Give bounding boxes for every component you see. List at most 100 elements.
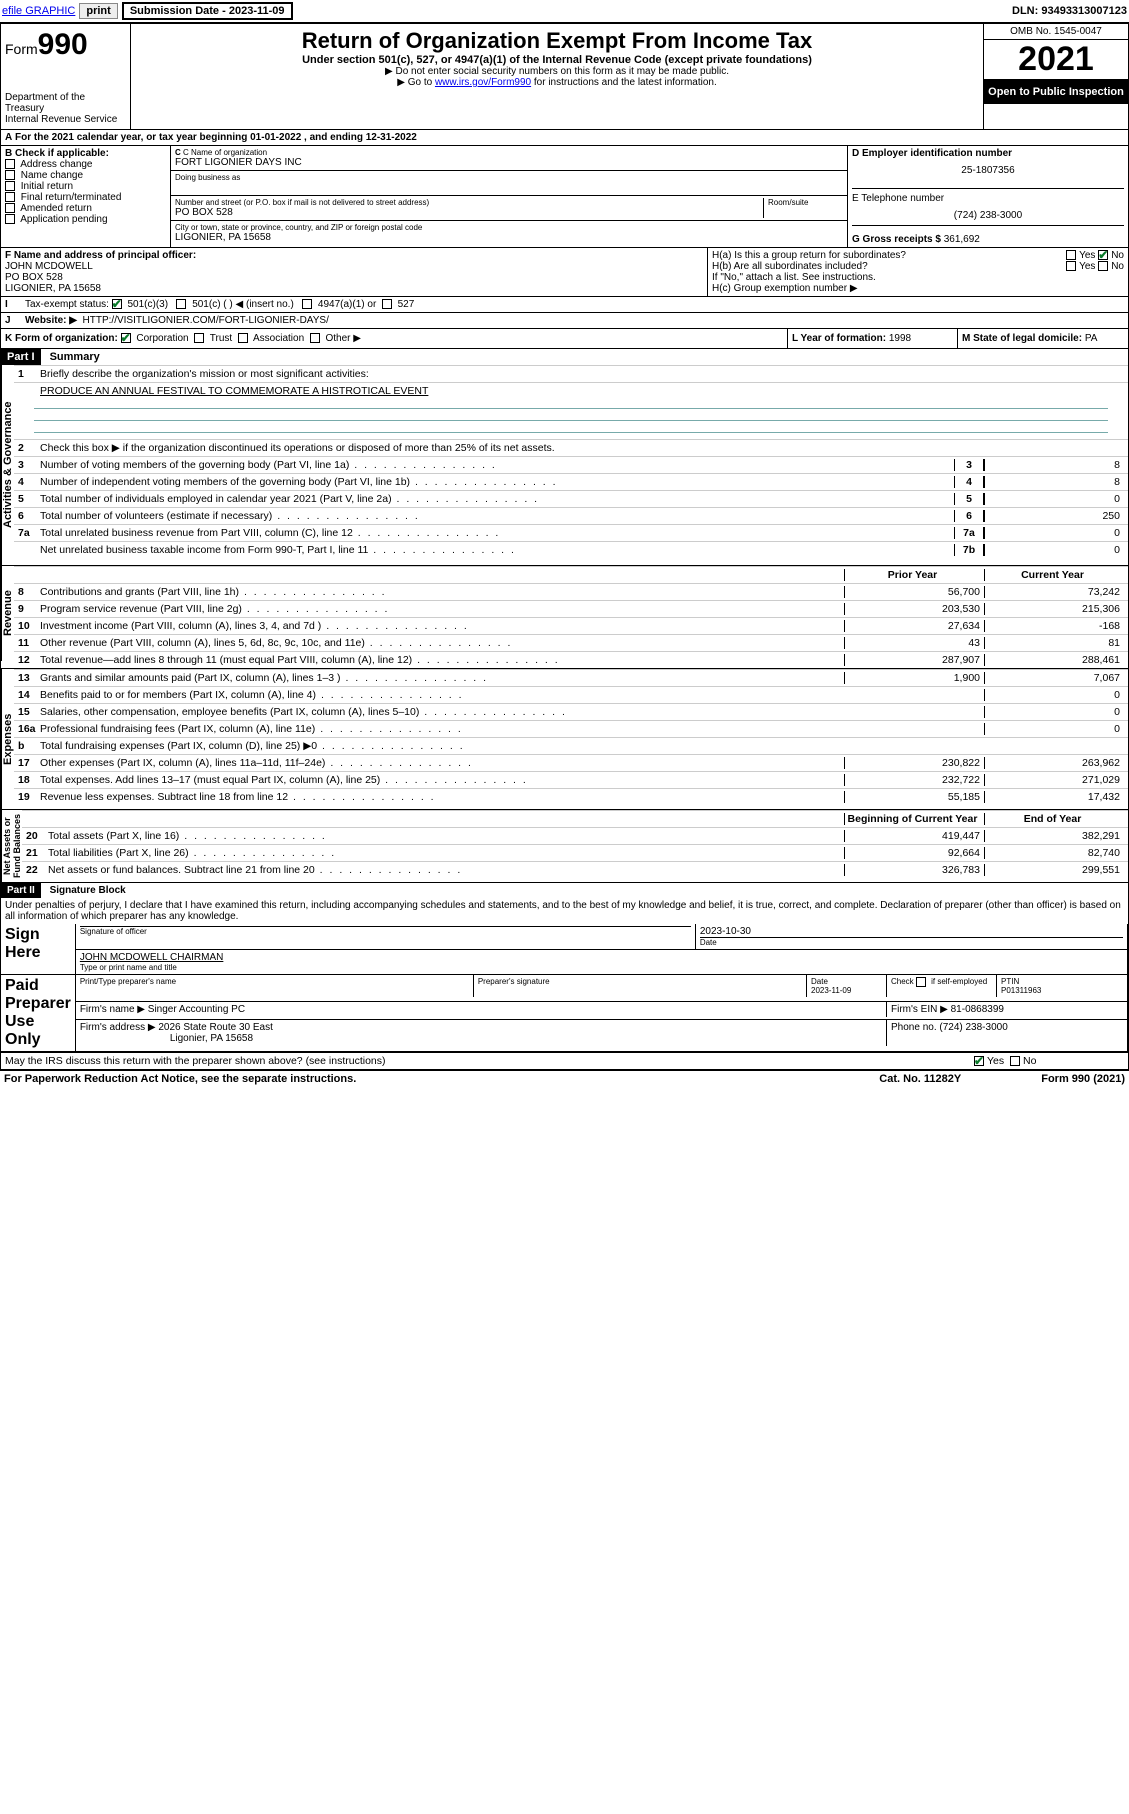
firm-addr1: 2026 State Route 30 East — [158, 1022, 273, 1033]
may-discuss: May the IRS discuss this return with the… — [5, 1055, 974, 1067]
dba-lbl: Doing business as — [175, 173, 843, 182]
section-b: B Check if applicable: Address change Na… — [1, 146, 171, 247]
ha-no-cb[interactable] — [1098, 250, 1108, 260]
form-word: Form — [5, 41, 38, 57]
gross-receipts: 361,692 — [944, 234, 980, 245]
pra-notice: For Paperwork Reduction Act Notice, see … — [4, 1073, 356, 1085]
goto-link[interactable]: www.irs.gov/Form990 — [435, 77, 531, 88]
dept: Department of the Treasury — [5, 92, 126, 114]
state-domicile: PA — [1085, 333, 1098, 344]
part1-hdr: Part I — [1, 349, 41, 365]
omb: OMB No. 1545-0047 — [984, 24, 1128, 40]
section-klm: K Form of organization: Corporation Trus… — [0, 329, 1129, 349]
h-note: If "No," attach a list. See instructions… — [712, 272, 1124, 283]
rev-content: Prior YearCurrent Year 8Contributions an… — [14, 566, 1128, 668]
open-public: Open to Public Inspection — [984, 80, 1128, 104]
section-deg: D Employer identification number25-18073… — [848, 146, 1128, 247]
sub-label: Submission Date - — [130, 5, 229, 17]
self-emp-lbl: Check if self-employed — [891, 977, 987, 986]
b-cb[interactable] — [5, 159, 15, 169]
mission: PRODUCE AN ANNUAL FESTIVAL TO COMMEMORAT… — [40, 385, 1124, 397]
sig-lbl: Signature of officer — [80, 926, 691, 936]
i-527: 527 — [398, 299, 415, 310]
ha-yes-cb[interactable] — [1066, 250, 1076, 260]
th-eoy: End of Year — [984, 813, 1124, 825]
i-501c3-cb[interactable] — [112, 299, 122, 309]
ha-no: No — [1111, 250, 1124, 261]
section-i: I Tax-exempt status: 501(c)(3) 501(c) ( … — [0, 297, 1129, 313]
officer-name: JOHN MCDOWELL — [5, 261, 703, 272]
k-corp-cb[interactable] — [121, 333, 131, 343]
d-lbl: D Employer identification number — [852, 148, 1012, 159]
top-bar: efile GRAPHIC print Submission Date - 20… — [0, 0, 1129, 23]
part1-title: Summary — [44, 349, 106, 365]
na-content: Beginning of Current YearEnd of Year 20T… — [22, 810, 1128, 882]
i-501c-cb[interactable] — [176, 299, 186, 309]
k-other-cb[interactable] — [310, 333, 320, 343]
pd-lbl: Date — [811, 977, 828, 986]
org-addr: PO BOX 528 — [175, 207, 763, 218]
section-a: A For the 2021 calendar year, or tax yea… — [0, 130, 1129, 146]
hb-no-cb[interactable] — [1098, 261, 1108, 271]
hb-yes-cb[interactable] — [1066, 261, 1076, 271]
sig-date: 2023-10-30 — [700, 926, 1123, 937]
l2: Check this box ▶ if the organization dis… — [40, 442, 1124, 454]
a-mid: , and ending — [301, 132, 365, 143]
c-name-lbl: C Name of organization — [183, 148, 267, 157]
section-c: C C Name of organizationFORT LIGONIER DA… — [171, 146, 848, 247]
goto-post: for instructions and the latest informat… — [531, 77, 717, 88]
side-revenue: Revenue — [1, 566, 14, 661]
may-yes-cb[interactable] — [974, 1056, 984, 1066]
th-prior: Prior Year — [844, 569, 984, 581]
b-cb[interactable] — [5, 203, 15, 213]
self-emp-cb[interactable] — [916, 977, 926, 987]
i-4947-cb[interactable] — [302, 299, 312, 309]
ptin-lbl: PTIN — [1001, 977, 1019, 986]
declaration: Under penalties of perjury, I declare th… — [1, 898, 1128, 924]
form-header: Form990 Department of the Treasury Inter… — [0, 23, 1129, 130]
officer-addr2: LIGONIER, PA 15658 — [5, 283, 703, 294]
hb-yes: Yes — [1079, 261, 1095, 272]
hb-lbl: H(b) Are all subordinates included? — [712, 261, 868, 272]
k-assoc: Association — [253, 333, 304, 344]
b-cb[interactable] — [5, 181, 15, 191]
k-assoc-cb[interactable] — [238, 333, 248, 343]
org-city: LIGONIER, PA 15658 — [175, 232, 843, 243]
pt-lbl: Print/Type preparer's name — [76, 975, 474, 997]
k-trust: Trust — [210, 333, 232, 344]
part-2: Part II Signature Block Under penalties … — [0, 883, 1129, 1070]
firm-addr2: Ligonier, PA 15658 — [80, 1033, 882, 1044]
phone: (724) 238-3000 — [852, 204, 1124, 221]
may-no-cb[interactable] — [1010, 1056, 1020, 1066]
k-trust-cb[interactable] — [194, 333, 204, 343]
a-begin: 01-01-2022 — [250, 132, 301, 143]
ag-content: 1Briefly describe the organization's mis… — [14, 365, 1128, 565]
sign-here: Sign Here — [1, 924, 75, 975]
section-fh: F Name and address of principal officer:… — [0, 248, 1129, 297]
sig-table: Sign Here Signature of officer 2023-10-3… — [1, 924, 1128, 1052]
th-boy: Beginning of Current Year — [844, 813, 984, 825]
part-1: Part I Summary Activities & Governance 1… — [0, 349, 1129, 883]
m-lbl: M State of legal domicile: — [962, 333, 1085, 344]
ssn-note: ▶ Do not enter social security numbers o… — [135, 66, 979, 77]
b-cb[interactable] — [5, 214, 15, 224]
room-lbl: Room/suite — [768, 198, 843, 207]
b-items: Address change Name change Initial retur… — [5, 159, 166, 225]
section-h: H(a) Is this a group return for subordin… — [708, 248, 1128, 296]
ha-lbl: H(a) Is this a group return for subordin… — [712, 250, 906, 261]
print-button[interactable]: print — [79, 3, 117, 19]
th-curr: Current Year — [984, 569, 1124, 581]
b-cb[interactable] — [5, 192, 15, 202]
year-formation: 1998 — [889, 333, 911, 344]
firm-lbl: Firm's name ▶ — [80, 1004, 145, 1015]
i-527-cb[interactable] — [382, 299, 392, 309]
may-yes: Yes — [987, 1055, 1004, 1067]
cat-no: Cat. No. 11282Y — [879, 1073, 961, 1085]
side-expenses: Expenses — [1, 669, 14, 809]
e-lbl: E Telephone number — [852, 193, 944, 204]
efile-link[interactable]: efile GRAPHIC — [2, 5, 75, 17]
b-cb[interactable] — [5, 170, 15, 180]
goto-line: ▶ Go to www.irs.gov/Form990 for instruct… — [135, 77, 979, 88]
hdr-right: OMB No. 1545-0047 2021 Open to Public In… — [983, 24, 1128, 129]
firm-ein: 81-0868399 — [951, 1004, 1004, 1015]
